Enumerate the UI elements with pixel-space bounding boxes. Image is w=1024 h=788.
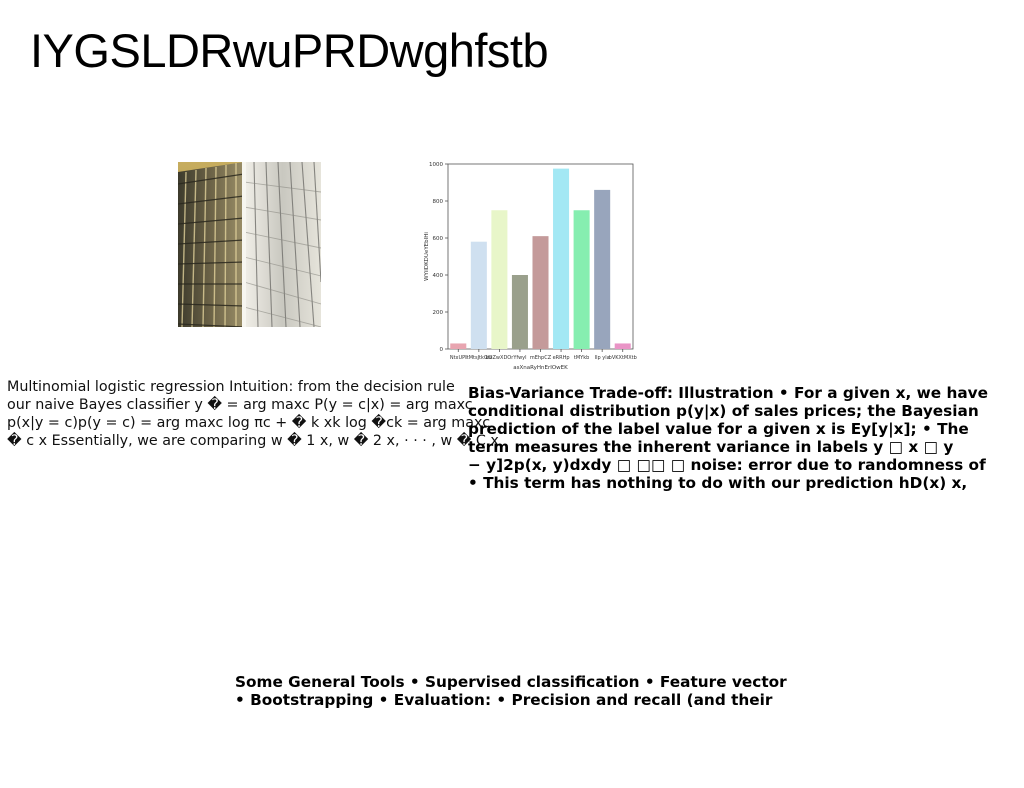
x-axis-label: asXnaRyHnErIOwEK bbox=[513, 365, 568, 371]
x-tick-label: mEhpCZ bbox=[530, 355, 552, 361]
text-line: − y]2p(x, y)dxdy □ □□ □ noise: error due… bbox=[468, 456, 986, 474]
bar bbox=[594, 189, 611, 349]
y-tick-label: 800 bbox=[433, 199, 444, 205]
x-tick-label: tMYkb bbox=[574, 355, 589, 361]
bar bbox=[470, 241, 487, 349]
bar bbox=[450, 343, 467, 349]
bar-chart-svg: 0 200 400 600 800 1000 NtxUPIItMtsJtkGtzbGZwXD… bbox=[424, 162, 637, 371]
building-facade-photo bbox=[178, 162, 321, 327]
x-tick-label: Yfwyl bbox=[512, 355, 526, 361]
text-line: � c x Essentially, we are comparing w � … bbox=[7, 433, 499, 449]
bar bbox=[491, 210, 508, 349]
text-line: conditional distribution p(y|x) of sales… bbox=[468, 402, 979, 420]
multinomial-logistic-regression-text: Multinomial logistic regression Intuitio… bbox=[7, 378, 499, 450]
x-tick-label: bGZwXDOr bbox=[485, 355, 514, 361]
y-axis-label: WYiIDKDUeYEbIHi bbox=[424, 232, 430, 281]
text-line: Bias-Variance Trade-off: Illustration • … bbox=[468, 384, 989, 402]
x-tick-label: NtxUPI bbox=[450, 355, 467, 361]
text-line: Some General Tools • Supervised classifi… bbox=[235, 673, 787, 691]
y-tick-label: 600 bbox=[433, 236, 444, 242]
bar bbox=[532, 236, 549, 349]
text-line: Multinomial logistic regression Intuitio… bbox=[7, 379, 455, 395]
text-line: • Bootstrapping • Evaluation: • Precisio… bbox=[235, 691, 773, 709]
bar bbox=[573, 210, 590, 349]
bias-variance-text: Bias-Variance Trade-off: Illustration • … bbox=[468, 384, 1020, 492]
y-tick-label: 1000 bbox=[429, 162, 443, 168]
bar-chart: 0 200 400 600 800 1000 NtxUPI ItMtsJtkGtz bGZwXD… bbox=[418, 158, 642, 378]
page-title: IYGSLDRwuPRDwghfstb bbox=[30, 24, 549, 77]
text-line: • This term has nothing to do with our p… bbox=[468, 474, 968, 492]
general-tools-text: Some General Tools • Supervised classifi… bbox=[235, 673, 825, 709]
x-tick-label: eRRHp bbox=[553, 355, 570, 361]
text-line: prediction of the label value for a give… bbox=[468, 420, 969, 438]
text-line: term measures the inherent variance in l… bbox=[468, 438, 954, 456]
y-tick-label: 200 bbox=[433, 310, 444, 316]
bar bbox=[553, 168, 570, 349]
y-tick-label: 400 bbox=[433, 273, 444, 279]
y-tick-label: 0 bbox=[440, 347, 444, 353]
x-tick-label: Ilp yla bbox=[595, 355, 610, 361]
x-tick-label: ItMtsJtkGtz bbox=[465, 355, 492, 361]
text-line: our naive Bayes classifier y � = arg max… bbox=[7, 397, 473, 413]
building-photo-graphic bbox=[178, 162, 321, 327]
bar bbox=[511, 275, 528, 349]
bar bbox=[614, 343, 631, 349]
text-line: p(x|y = c)p(y = c) = arg maxc log πc + �… bbox=[7, 415, 491, 431]
x-tick-label: bVKXtMXtb bbox=[609, 355, 637, 361]
